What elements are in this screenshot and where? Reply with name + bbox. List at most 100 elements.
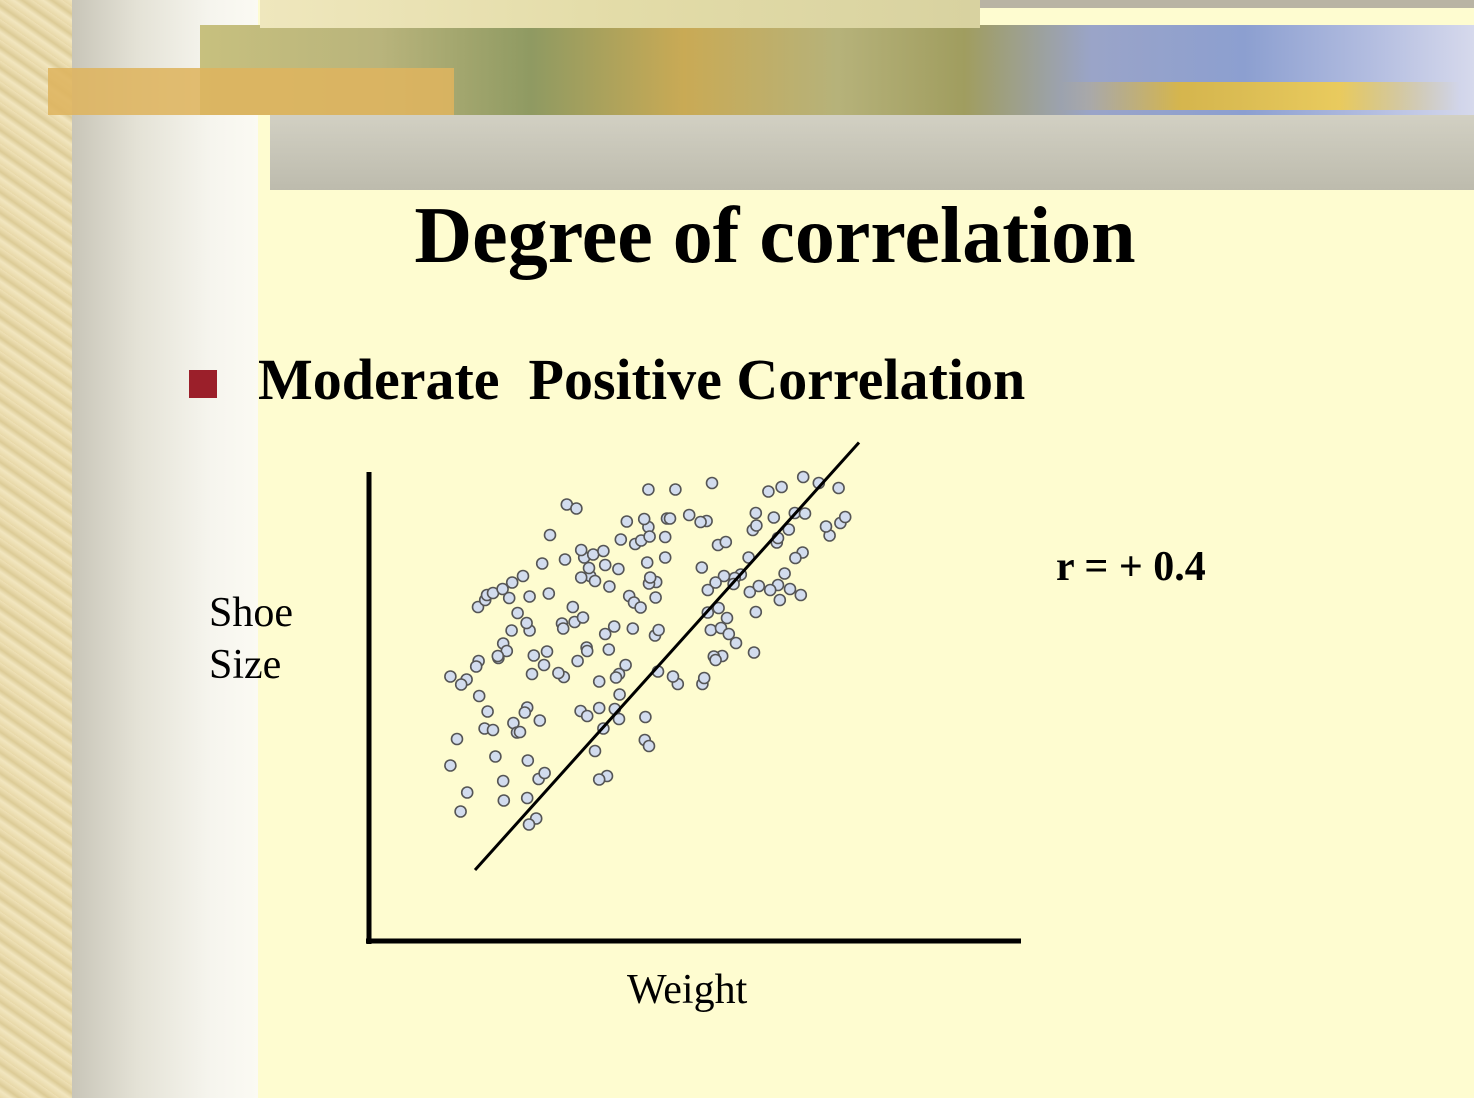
square-bullet-icon — [189, 370, 217, 398]
scatter-point — [649, 591, 662, 604]
scatter-point — [525, 667, 539, 681]
scatter-point — [619, 658, 632, 672]
bullet-text: Moderate Positive Correlation — [258, 347, 1026, 412]
header-right-edge — [980, 0, 1474, 8]
scatter-point — [782, 523, 796, 536]
scatter-point — [743, 585, 757, 599]
scatter-point — [773, 593, 787, 607]
scatter-point — [580, 709, 594, 723]
scatter-point — [496, 582, 509, 596]
scatter-point — [505, 624, 518, 637]
scatter-point — [571, 654, 584, 668]
correlation-coefficient-label: r = + 0.4 — [1056, 544, 1206, 590]
scatter-point — [520, 616, 533, 630]
scatter-point — [819, 520, 833, 533]
scatter-point — [612, 712, 626, 726]
scatter-point — [454, 805, 467, 818]
scatter-point — [502, 591, 516, 605]
scatter-point — [642, 739, 656, 753]
scatter-point — [582, 561, 596, 575]
scatter-point — [658, 551, 672, 564]
scatter-point — [637, 512, 651, 526]
scatter-point — [586, 548, 600, 561]
scatter-point — [747, 646, 761, 659]
scatter-point — [778, 567, 791, 580]
scatter-point — [620, 515, 634, 528]
scatter-point — [592, 675, 606, 688]
scatter-point — [537, 658, 551, 672]
scatter-point — [538, 766, 551, 780]
scatter-point — [749, 605, 763, 619]
scatter-point — [643, 530, 656, 543]
y-axis-label-line-2: Size — [209, 642, 282, 688]
scatter-point — [598, 627, 612, 641]
scatter-point — [704, 623, 718, 637]
scatter-point — [752, 579, 766, 593]
scatter-point — [603, 580, 616, 593]
scatter-point — [658, 530, 672, 544]
scatter-point — [566, 600, 580, 614]
scatter-point — [626, 622, 640, 635]
scatter-point — [496, 774, 510, 788]
scatter-point — [489, 750, 502, 763]
scatter-point — [832, 481, 845, 495]
scatter-point — [694, 515, 707, 529]
scatter-point — [486, 723, 500, 737]
scatter-point — [613, 688, 626, 701]
scatter-point — [580, 644, 594, 658]
scatter-point — [481, 705, 494, 718]
scatter-point — [701, 583, 715, 597]
scatter-point — [796, 470, 810, 484]
scatter-point — [505, 576, 519, 589]
scatter-point — [513, 725, 527, 739]
left-gradient-shade — [72, 0, 258, 1098]
scatter-point — [491, 649, 505, 663]
header-collage-top — [260, 0, 980, 28]
scatter-point — [783, 582, 797, 596]
scatter-point — [588, 574, 602, 588]
scatter-point — [523, 590, 536, 603]
scatter-point — [794, 588, 808, 602]
scatter-point — [469, 660, 483, 673]
scatter-point — [775, 480, 788, 494]
trend-line — [473, 441, 861, 872]
scatter-point — [789, 551, 802, 565]
scatter-point — [533, 714, 547, 727]
scatter-point — [838, 510, 852, 524]
scatter-point — [516, 569, 530, 583]
scatter-point — [527, 649, 541, 662]
scatter-point — [640, 556, 654, 569]
scatter-point — [652, 623, 665, 637]
scatter-point — [666, 670, 680, 683]
scatter-point — [729, 636, 743, 650]
scatter-point — [597, 544, 610, 558]
scatter-point — [669, 483, 682, 496]
scatter-point — [719, 535, 733, 549]
scatter-point — [444, 670, 457, 683]
scatter-point — [762, 485, 775, 498]
scatter-point — [570, 502, 583, 515]
scatter-point — [542, 587, 556, 600]
scatter-point — [709, 576, 722, 589]
scatter-point — [614, 533, 628, 546]
scatter-point — [612, 562, 625, 576]
header-gold-streak — [1060, 82, 1460, 110]
scatter-point — [763, 583, 777, 597]
x-axis-label: Weight — [627, 967, 748, 1013]
scatter-point — [695, 561, 709, 574]
scatter-point — [535, 557, 549, 570]
scatter-point — [574, 571, 588, 584]
slide-title: Degree of correlation — [414, 192, 1136, 280]
scatter-point — [543, 528, 557, 542]
scatter-point — [602, 643, 616, 656]
scatter-point — [720, 611, 734, 625]
scatter-point — [643, 571, 657, 584]
scatter-point — [454, 678, 468, 691]
scatter-point — [663, 512, 677, 525]
header-gray-band — [270, 115, 1474, 190]
scatter-point — [511, 606, 524, 620]
scatter-point — [722, 627, 736, 641]
scatter-point — [609, 671, 623, 684]
scatter-point — [540, 645, 554, 658]
